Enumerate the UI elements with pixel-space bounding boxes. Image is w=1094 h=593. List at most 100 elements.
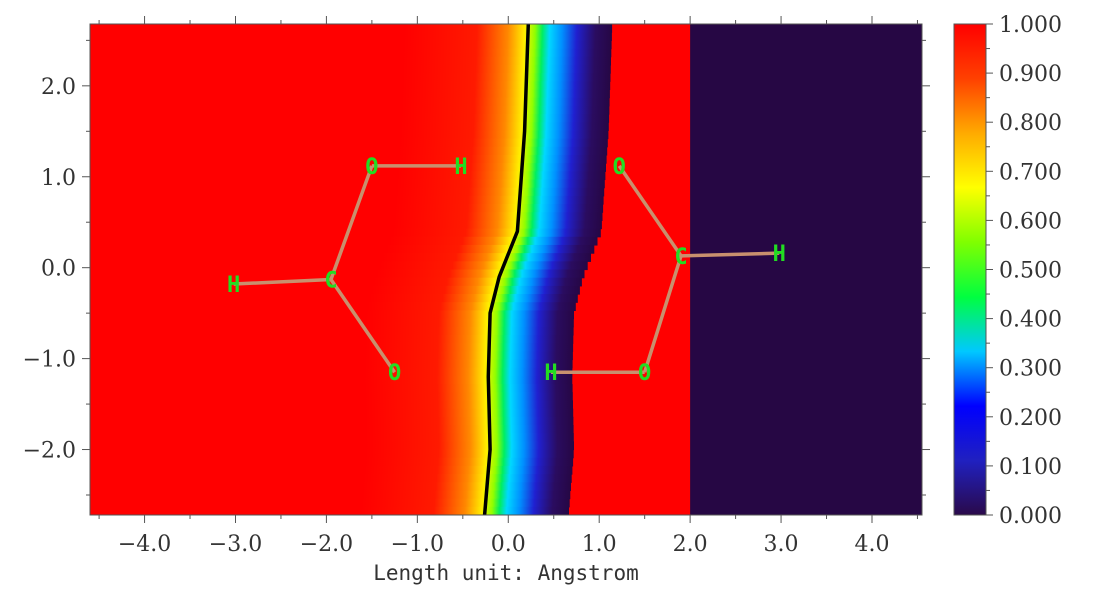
heatmap-row	[401, 114, 610, 123]
colorbar-tick-label: 0.200	[999, 406, 1062, 431]
heatmap-row	[361, 498, 570, 508]
colorbar: 1.000 0.900 0.800 0.700 0.600 0.500 0.400 0.300…	[953, 13, 1062, 529]
atom-label: C	[324, 269, 337, 294]
heatmap-row	[364, 392, 573, 402]
atom-label: H	[773, 242, 786, 267]
atom-label: H	[454, 155, 467, 180]
heatmap-row	[369, 294, 578, 303]
bond-line	[233, 277, 332, 286]
heatmap-row	[364, 351, 573, 361]
y-tick-label: −2.0	[23, 439, 76, 464]
heatmap-row	[402, 64, 611, 74]
heatmap-row	[379, 261, 588, 271]
bond-line	[329, 278, 397, 374]
bonds	[233, 164, 780, 374]
x-tick-label: 3.0	[764, 532, 799, 557]
x-axis-label: Length unit: Angstrom	[373, 561, 639, 585]
atom-label: H	[227, 273, 240, 298]
heatmap-band	[361, 24, 613, 515]
heatmap-row	[401, 105, 610, 115]
heatmap-row	[396, 179, 605, 189]
heatmap-row	[386, 244, 595, 254]
heatmap-row	[373, 277, 582, 287]
colorbar-bar	[953, 23, 987, 516]
colorbar-tick-label: 0.500	[999, 259, 1062, 284]
y-axis: 2.0 1.0 0.0 −1.0 −2.0	[23, 39, 930, 496]
heatmap-row	[404, 24, 613, 33]
colorbar-tick-label: 0.000	[999, 504, 1062, 529]
x-tick-label: −2.0	[300, 532, 353, 557]
x-axis: −4.0 −3.0 −2.0 −1.0 0.0 1.0 2.0 3.0 4.0	[98, 16, 918, 557]
heatmap-row	[396, 187, 605, 197]
heatmap-row	[376, 269, 585, 279]
heatmap-row	[366, 441, 574, 451]
y-tick-label: −1.0	[23, 348, 76, 373]
heatmap-row	[401, 97, 610, 107]
heatmap-row	[393, 220, 602, 230]
heatmap-row	[365, 457, 574, 467]
bond-line	[329, 165, 374, 281]
heatmap-row	[400, 130, 609, 140]
x-tick-label: 2.0	[673, 532, 708, 557]
heatmap-row	[402, 81, 611, 91]
heatmap-row	[363, 482, 571, 492]
heatmap-row	[365, 433, 574, 442]
heatmap-row	[362, 490, 571, 500]
heatmap-row	[365, 416, 574, 426]
y-tick-label: 1.0	[41, 166, 76, 191]
atoms: O H C H O O C H O H	[227, 155, 786, 386]
heatmap-row	[364, 367, 573, 377]
colorbar-tick-label: 0.300	[999, 357, 1062, 382]
atom-label: H	[544, 361, 557, 386]
heatmap-row	[398, 154, 607, 164]
colorbar-tick-label: 0.700	[999, 160, 1062, 185]
heatmap-row	[383, 253, 591, 262]
heatmap-row	[365, 400, 573, 410]
x-tick-label: 0.0	[491, 532, 526, 557]
atom-label: O	[388, 361, 401, 386]
heatmap-row	[361, 506, 569, 515]
x-tick-label: −3.0	[209, 532, 262, 557]
heatmap-row	[395, 195, 604, 205]
heatmap-row	[365, 318, 574, 328]
heatmap-row	[364, 465, 573, 475]
y-tick-label: 0.0	[41, 257, 76, 282]
heatmap-row	[395, 204, 604, 213]
heatmap-row	[403, 40, 612, 50]
heatmap-row	[403, 56, 611, 66]
heatmap-row	[401, 89, 610, 99]
y-tick-label: 2.0	[41, 75, 76, 100]
heatmap-row	[402, 73, 611, 82]
heatmap-row	[365, 408, 574, 418]
heatmap-row	[403, 32, 612, 41]
heatmap-row	[367, 302, 576, 312]
colorbar-tick-label: 1.000	[999, 13, 1062, 38]
heatmap-row	[364, 384, 573, 393]
x-tick-label: 4.0	[854, 532, 889, 557]
colorbar-tick-label: 0.900	[999, 62, 1062, 87]
atom-label: O	[365, 155, 378, 180]
heatmap-row	[399, 138, 608, 148]
heatmap-row	[371, 285, 580, 295]
bond-line	[680, 251, 780, 258]
x-tick-label: 1.0	[582, 532, 617, 557]
heatmap-row	[398, 163, 606, 172]
contour-line	[482, 24, 531, 515]
atom-label: O	[638, 361, 651, 386]
heatmap-row	[365, 343, 574, 352]
heatmap-row	[365, 424, 574, 434]
x-tick-label: −4.0	[118, 532, 171, 557]
heatmap-row	[397, 171, 606, 181]
heatmap-row	[400, 122, 609, 131]
heatmap-row	[363, 474, 572, 483]
heatmap-row	[364, 359, 573, 369]
bond-line	[617, 164, 683, 257]
heatmap-row	[366, 310, 574, 320]
heatmap-row	[403, 48, 612, 58]
colorbar-tick-label: 0.600	[999, 209, 1062, 234]
colorbar-tick-label: 0.400	[999, 308, 1062, 333]
colorbar-tick-label: 0.100	[999, 455, 1062, 480]
colorbar-tick-label: 0.800	[999, 111, 1062, 136]
heatmap-row	[364, 375, 573, 385]
